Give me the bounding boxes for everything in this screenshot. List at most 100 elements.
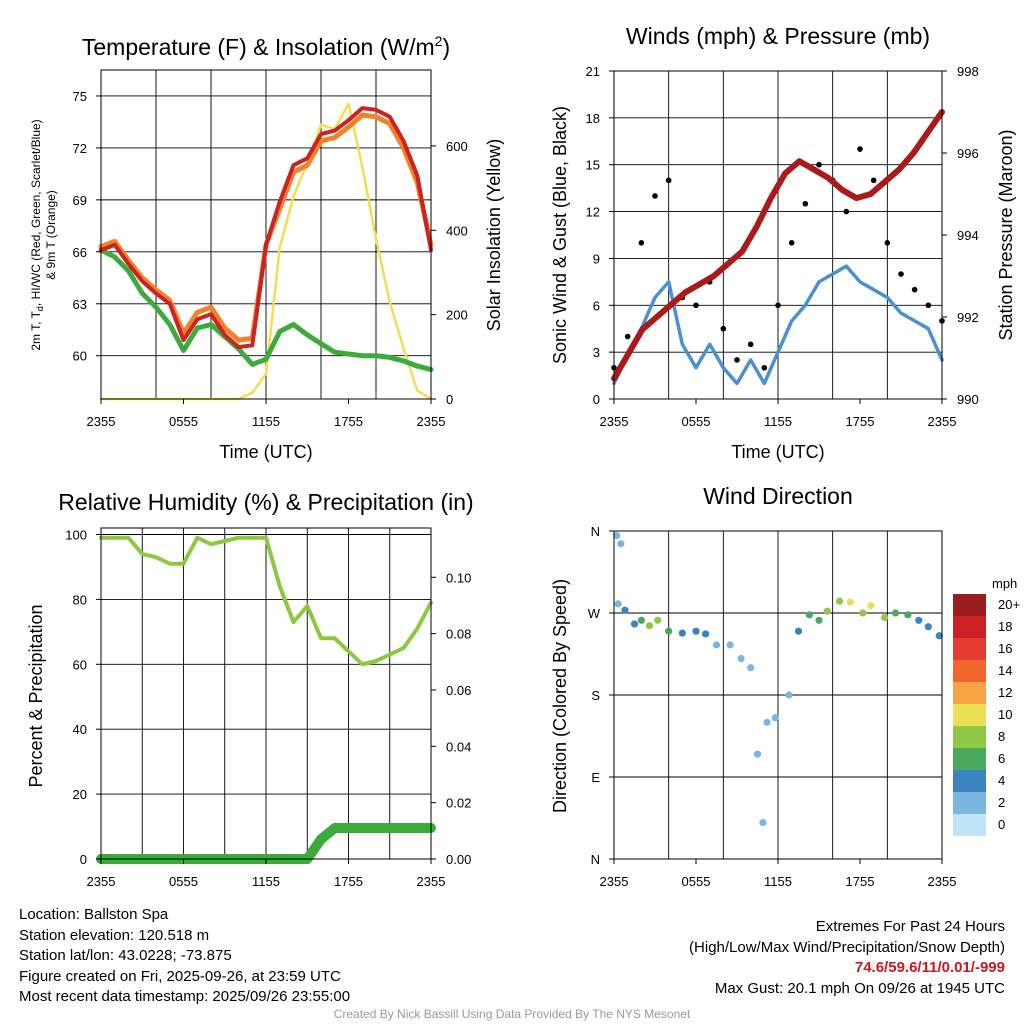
direction-point <box>805 611 814 619</box>
legend-swatch <box>953 660 986 682</box>
humidity-ylabel: Percent & Precipitation <box>26 604 46 787</box>
x-tick-label: 1155 <box>764 874 792 889</box>
x-tick-label: 1755 <box>846 414 875 429</box>
x-tick-label: 1755 <box>846 874 875 889</box>
temperature-panel: Temperature (F) & Insolation (W/m2) 2355… <box>29 33 504 462</box>
x-tick-label: 2355 <box>600 414 629 429</box>
y-tick-label: 69 <box>73 193 87 208</box>
direction-point <box>785 691 793 699</box>
extremes-values: 74.6/59.6/11/0.01/-999 <box>854 959 1005 976</box>
direction-point <box>654 616 662 624</box>
direction-point <box>712 641 721 649</box>
direction-point <box>924 623 932 631</box>
max-gust: Max Gust: 20.1 mph On 09/26 at 1945 UTC <box>714 979 1005 997</box>
direction-point <box>763 718 771 726</box>
station-info: Location: Ballston Spa Station elevation… <box>19 905 350 1008</box>
y-tick-label: 18 <box>586 111 600 126</box>
x-tick-label: 0555 <box>169 414 198 429</box>
gust-point <box>775 302 781 309</box>
direction-point <box>867 602 875 610</box>
gust-point <box>857 146 863 152</box>
y-tick-label: 0 <box>593 392 600 407</box>
temp-2m-line <box>99 106 433 350</box>
temperature-title: Temperature (F) & Insolation (W/m2) <box>82 33 450 60</box>
legend-swatch <box>953 594 986 616</box>
x-tick-label: 0555 <box>682 414 711 429</box>
relative-humidity-line <box>99 535 433 667</box>
y2-tick-label: 998 <box>957 64 979 79</box>
gust-point <box>638 240 645 246</box>
station-pressure-line <box>611 109 945 382</box>
direction-point <box>701 630 710 638</box>
humidity-panel: Relative Humidity (%) & Precipitation (i… <box>26 489 474 889</box>
legend-label: 12 <box>998 685 1012 700</box>
winds-ylabel: Sonic Wind & Gust (Blue, Black) <box>550 106 570 364</box>
direction-point <box>621 606 629 614</box>
direction-point <box>794 627 803 635</box>
y2-tick-label: 400 <box>446 223 468 238</box>
y-tick-label: 15 <box>586 158 600 173</box>
direction-point <box>737 654 745 663</box>
x-tick-label: 2355 <box>600 874 629 889</box>
gust-point <box>788 240 795 246</box>
y2-tick-label: 994 <box>957 228 979 243</box>
direction-point <box>771 714 779 722</box>
direction-point <box>613 531 621 540</box>
legend-label: 2 <box>998 795 1005 810</box>
direction-point <box>630 620 639 628</box>
y2-tick-label: 200 <box>446 308 468 323</box>
direction-title: Wind Direction <box>703 483 853 509</box>
y-tick-label: N <box>591 852 600 867</box>
legend-swatch <box>953 682 986 704</box>
sonic-wind-line <box>612 264 944 386</box>
direction-point <box>846 598 855 606</box>
y-tick-label: E <box>591 770 600 785</box>
gust-point <box>761 364 768 371</box>
y-tick-label: 0 <box>80 852 87 867</box>
y-tick-label: 3 <box>593 345 600 360</box>
credit-line: Created By Nick Bassill Using Data Provi… <box>333 1007 691 1021</box>
direction-ylabel: Direction (Colored By Speed) <box>550 579 570 813</box>
gust-point <box>665 177 672 184</box>
gust-point <box>884 240 891 246</box>
recent-timestamp: Most recent data timestamp: 2025/09/26 2… <box>19 988 351 1005</box>
legend-swatch <box>953 748 986 770</box>
direction-point <box>904 611 912 619</box>
y-tick-label: 20 <box>73 787 87 802</box>
y-tick-label: 63 <box>73 297 87 312</box>
legend-swatch <box>953 792 986 814</box>
gust-point <box>898 271 904 277</box>
legend-swatch <box>953 704 986 726</box>
direction-point <box>759 818 767 827</box>
y-tick-label: 66 <box>73 245 87 260</box>
legend-label: 14 <box>998 663 1012 678</box>
y2-tick-label: 0.06 <box>446 683 471 698</box>
legend-label: 16 <box>998 641 1012 656</box>
temperature-ylabel-line2: & 9m T (Orange) <box>44 190 58 280</box>
x-tick-label: 1155 <box>252 414 280 429</box>
legend-label: 18 <box>998 619 1012 634</box>
direction-point <box>617 540 625 548</box>
direction-point <box>614 600 622 608</box>
direction-point <box>891 609 900 617</box>
winds-xlabel: Time (UTC) <box>731 442 824 462</box>
legend-swatch <box>953 726 986 748</box>
direction-point <box>637 616 645 624</box>
y2-tick-label: 990 <box>957 392 979 407</box>
speed-legend: 20+ 18 16 14 12 10 8 6 4 2 0 <box>953 594 1020 836</box>
direction-point <box>665 627 673 635</box>
extremes-subtitle: (High/Low/Max Wind/Precipitation/Snow De… <box>689 938 1005 956</box>
direction-point <box>915 616 923 624</box>
gust-point <box>624 333 631 340</box>
y2-tick-label: 0.04 <box>446 739 471 754</box>
legend-label: 10 <box>998 707 1012 722</box>
y-tick-label: 12 <box>586 205 600 220</box>
station-elevation: Station elevation: 120.518 m <box>19 926 210 944</box>
y-tick-label: 60 <box>73 349 87 364</box>
y-tick-label: N <box>591 524 600 539</box>
y-tick-label: S <box>591 688 600 703</box>
y-tick-label: 9 <box>593 251 600 266</box>
direction-point <box>859 609 867 617</box>
temperature-ylabel-line1: 2m T, Td, HI/WC (Red, Green, Scarlet/Blu… <box>29 119 45 350</box>
gust-point <box>734 357 740 363</box>
